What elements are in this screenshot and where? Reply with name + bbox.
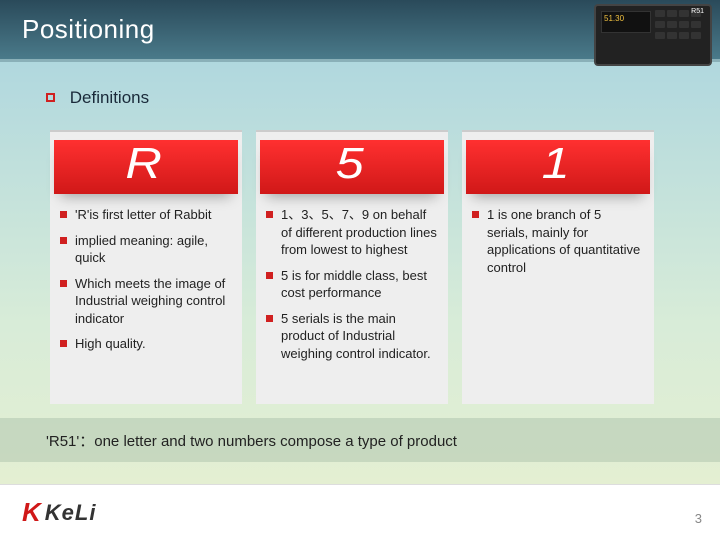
slide-footer: K KeLi 3 — [0, 484, 720, 540]
section-heading: Definitions — [46, 88, 149, 108]
summary-bar: 'R51'：one letter and two numbers compose… — [0, 418, 720, 462]
square-bullet-icon — [60, 280, 67, 287]
list-item: 1 is one branch of 5 serials, mainly for… — [472, 206, 644, 276]
list-item-text: Which meets the image of Industrial weig… — [75, 275, 232, 328]
page-number: 3 — [695, 511, 702, 526]
square-bullet-icon — [266, 272, 273, 279]
square-bullet-icon — [46, 93, 55, 102]
device-screen: 51.30 — [601, 11, 651, 33]
big-letter-r: R — [54, 140, 238, 194]
list-item: 5 is for middle class, best cost perform… — [266, 267, 438, 302]
columns-row: R 'R'is first letter of Rabbit implied m… — [50, 130, 654, 404]
list-item-text: High quality. — [75, 335, 146, 353]
big-letter-5: 5 — [260, 140, 444, 194]
brand-logo: K KeLi — [22, 497, 96, 528]
square-bullet-icon — [266, 211, 273, 218]
square-bullet-icon — [60, 237, 67, 244]
section-heading-text: Definitions — [70, 88, 149, 107]
square-bullet-icon — [60, 340, 67, 347]
logo-mark: K — [22, 497, 41, 528]
column-5: 5 1、3、5、7、9 on behalf of different produ… — [256, 130, 448, 404]
logo-text: KeLi — [45, 500, 97, 526]
slide: Positioning R51 51.30 Definitions R 'R'i… — [0, 0, 720, 540]
list-item-text: 5 is for middle class, best cost perform… — [281, 267, 438, 302]
list-item-text: 'R'is first letter of Rabbit — [75, 206, 211, 224]
device-label: R51 — [691, 8, 704, 15]
column-5-list: 1、3、5、7、9 on behalf of different product… — [264, 200, 440, 362]
list-item: 5 serials is the main product of Industr… — [266, 310, 438, 363]
column-r-list: 'R'is first letter of Rabbit implied mea… — [58, 200, 234, 353]
list-item-text: 5 serials is the main product of Industr… — [281, 310, 438, 363]
list-item: 'R'is first letter of Rabbit — [60, 206, 232, 224]
list-item-text: 1 is one branch of 5 serials, mainly for… — [487, 206, 644, 276]
list-item-text: 1、3、5、7、9 on behalf of different product… — [281, 206, 438, 259]
summary-text: 'R51'：one letter and two numbers compose… — [46, 433, 457, 450]
list-item: Which meets the image of Industrial weig… — [60, 275, 232, 328]
list-item: High quality. — [60, 335, 232, 353]
column-1-list: 1 is one branch of 5 serials, mainly for… — [470, 200, 646, 276]
big-letter-1: 1 — [466, 140, 650, 194]
list-item: implied meaning: agile, quick — [60, 232, 232, 267]
list-item-text: implied meaning: agile, quick — [75, 232, 232, 267]
square-bullet-icon — [472, 211, 479, 218]
square-bullet-icon — [60, 211, 67, 218]
device-thumbnail: R51 51.30 — [594, 4, 712, 66]
square-bullet-icon — [266, 315, 273, 322]
column-r: R 'R'is first letter of Rabbit implied m… — [50, 130, 242, 404]
list-item: 1、3、5、7、9 on behalf of different product… — [266, 206, 438, 259]
column-1: 1 1 is one branch of 5 serials, mainly f… — [462, 130, 654, 404]
